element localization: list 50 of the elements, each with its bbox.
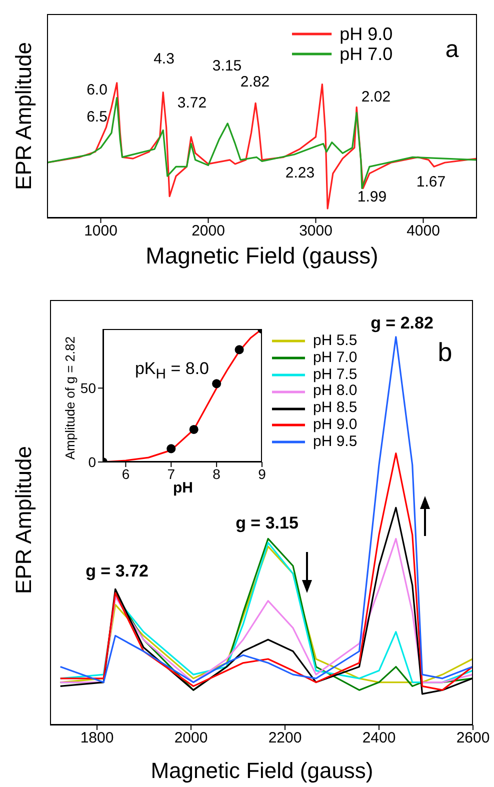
x-tick-label: 8 <box>212 466 221 482</box>
point <box>189 424 198 434</box>
text: 4.3 <box>154 50 174 68</box>
y-axis-title: EPR Amplitude <box>11 446 36 594</box>
y-tick-label: 50 <box>80 380 96 396</box>
x-tick-label: 2600 <box>456 730 490 747</box>
x-tick-label: 7 <box>167 466 176 482</box>
x-tick-label: 2000 <box>192 222 225 240</box>
x-tick-label: 4000 <box>406 222 440 240</box>
y-axis-title: Amplitude of g = 2.82 <box>62 336 78 460</box>
point <box>234 345 244 354</box>
annotation: g = 3.15 <box>236 514 298 532</box>
y-tick-label: 0 <box>88 454 96 470</box>
x-tick-label: 1800 <box>80 730 114 747</box>
legend-label: pH 7.0 <box>313 348 358 367</box>
x-axis-title: Magnetic Field (gauss) <box>146 242 378 268</box>
text: g = 2.82 <box>370 314 434 332</box>
x-tick-label: 1000 <box>84 222 118 240</box>
text: a <box>445 36 459 63</box>
x-tick-label: 2400 <box>362 730 396 747</box>
legend-label: pH 9.5 <box>313 432 358 451</box>
x-axis-title: pH <box>173 480 193 496</box>
legend-label: pH 8.5 <box>313 399 358 417</box>
legend-label: pH 9.0 <box>313 416 358 434</box>
legend-label: pH 5.5 <box>313 332 358 350</box>
annotation: 1.99 <box>357 188 387 206</box>
annotation: 6.5 <box>86 108 108 126</box>
annotation: 1.67 <box>416 174 446 190</box>
legend-label: pH 8.0 <box>313 382 358 400</box>
annotation: 6.0 <box>86 82 108 98</box>
x-axis-title: Magnetic Field (gauss) <box>150 758 374 783</box>
legend-label: pH 7.0 <box>340 44 393 64</box>
x-tick-label: 6 <box>122 466 130 482</box>
annotation: pK$_{H}$ = 8.0 <box>134 359 210 383</box>
x-tick-label: 9 <box>258 466 266 482</box>
point <box>212 379 222 388</box>
annotation: b <box>438 337 452 367</box>
point <box>166 444 176 454</box>
annotation: 2.82 <box>240 74 270 90</box>
annotation: 2.02 <box>361 88 391 106</box>
y-axis-title: EPR Amplitude <box>11 42 36 190</box>
text: 3.15 <box>212 58 242 74</box>
x-tick-label: 2200 <box>268 730 302 747</box>
annotation: g = 3.72 <box>86 562 148 580</box>
x-tick-label: 3000 <box>299 222 332 240</box>
legend-label: pH 7.5 <box>313 366 358 384</box>
annotation: 2.23 <box>285 164 315 182</box>
annotation: 3.72 <box>177 94 207 112</box>
x-tick-label: 2000 <box>174 730 208 747</box>
legend-label: pH 9.0 <box>340 24 393 44</box>
